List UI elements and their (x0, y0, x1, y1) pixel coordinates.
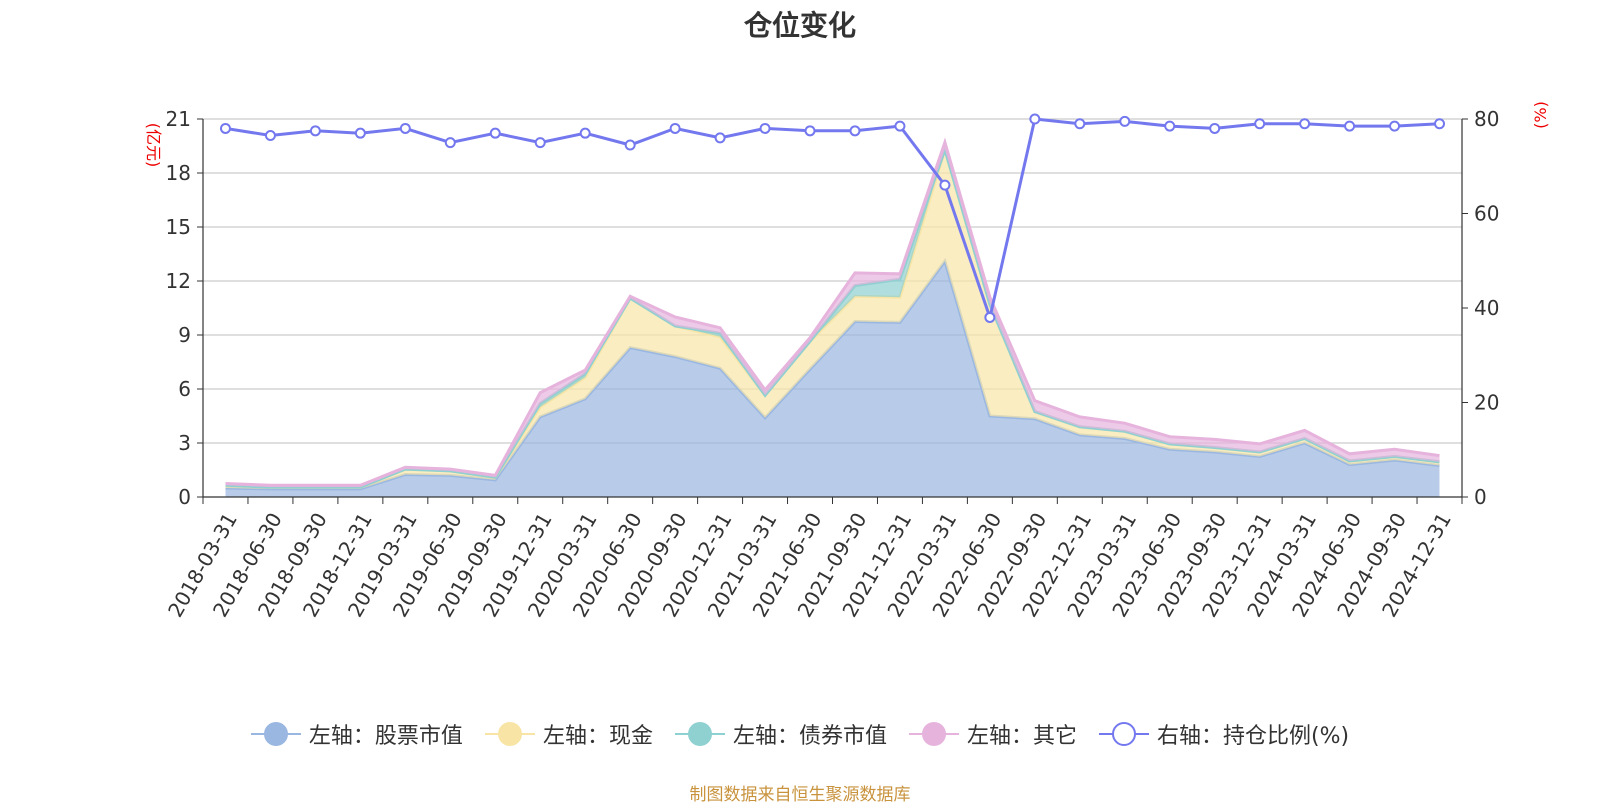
ratio-point (534, 137, 546, 149)
stacked-areas (225, 137, 1440, 497)
y-right-tick-label: 40 (1474, 296, 1499, 320)
ratio-point (219, 122, 231, 134)
ratio-point (354, 127, 366, 139)
y-left-tick-label: 12 (166, 269, 191, 293)
ratio-point (1074, 118, 1086, 130)
ratio-point (444, 137, 456, 149)
y-right-tick-label: 20 (1474, 391, 1499, 415)
legend-item-ratio[interactable]: 右轴：持仓比例(%) (1098, 718, 1350, 750)
ratio-point (939, 179, 951, 191)
y-left-tick-label: 6 (178, 377, 191, 401)
ratio-point (759, 122, 771, 134)
ratio-line (225, 117, 1440, 324)
ratio-point (1434, 118, 1446, 130)
legend-symbol-bond (674, 721, 725, 747)
y-right-tick-label: 60 (1474, 202, 1499, 226)
legend-label-other: 左轴：其它 (966, 724, 1077, 749)
ratio-point (669, 122, 681, 134)
ratio-point (1209, 122, 1221, 134)
area-other-line (225, 137, 1440, 487)
ratio-point (894, 120, 906, 132)
ratio-point (624, 139, 636, 151)
ratio-point (579, 127, 591, 139)
ratio-point (1344, 120, 1356, 132)
area-bond (225, 149, 1440, 488)
legend-symbol-cash (484, 721, 535, 747)
legend-label-stock: 左轴：股票市值 (308, 724, 463, 749)
chart-title: 仓位变化 (743, 9, 856, 42)
y-right-tick-label: 80 (1474, 107, 1499, 131)
ratio-point (264, 130, 276, 142)
area-stock (225, 261, 1440, 497)
ratio-point (309, 125, 321, 137)
y-left-tick-label: 21 (166, 107, 191, 131)
legend-label-cash: 左轴：现金 (542, 724, 653, 749)
legend-symbol-ratio (1098, 721, 1149, 747)
legend-symbol-stock (250, 721, 301, 747)
y-right-unit-label: (%) (1531, 101, 1550, 129)
legend-item-other[interactable]: 左轴：其它 (908, 718, 1077, 750)
y-left-tick-label: 0 (178, 485, 191, 509)
ratio-point (489, 127, 501, 139)
ratio-point (1254, 118, 1266, 130)
ratio-point (849, 125, 861, 137)
ratio-point (714, 132, 726, 144)
ratio-point (804, 125, 816, 137)
legend-item-bond[interactable]: 左轴：债券市值 (674, 718, 887, 750)
y-right-tick-label: 0 (1474, 485, 1487, 509)
ratio-point (1299, 118, 1311, 130)
ratio-point (1029, 113, 1041, 125)
ratio-point (1389, 120, 1401, 132)
y-left-tick-label: 3 (178, 431, 191, 455)
legend: 左轴：股票市值 左轴：现金 左轴：债券市值 左轴：其它 右轴：持仓比例(%) (0, 718, 1600, 750)
data-source-footer: 制图数据来自恒生聚源数据库 (689, 785, 911, 805)
legend-label-bond: 左轴：债券市值 (732, 724, 887, 749)
y-left-tick-label: 9 (178, 323, 191, 347)
ratio-point (1164, 120, 1176, 132)
y-left-tick-label: 15 (166, 215, 191, 239)
legend-item-cash[interactable]: 左轴：现金 (484, 718, 653, 750)
y-left-tick-label: 18 (166, 161, 191, 185)
legend-item-stock[interactable]: 左轴：股票市值 (250, 718, 463, 750)
legend-label-ratio: 右轴：持仓比例(%) (1156, 724, 1350, 749)
ratio-point (1119, 115, 1131, 127)
legend-symbol-other (908, 721, 959, 747)
ratio-line-group (219, 113, 1446, 324)
ratio-point (399, 122, 411, 134)
ratio-point (984, 311, 996, 323)
y-left-unit-label: (亿元) (144, 123, 163, 168)
